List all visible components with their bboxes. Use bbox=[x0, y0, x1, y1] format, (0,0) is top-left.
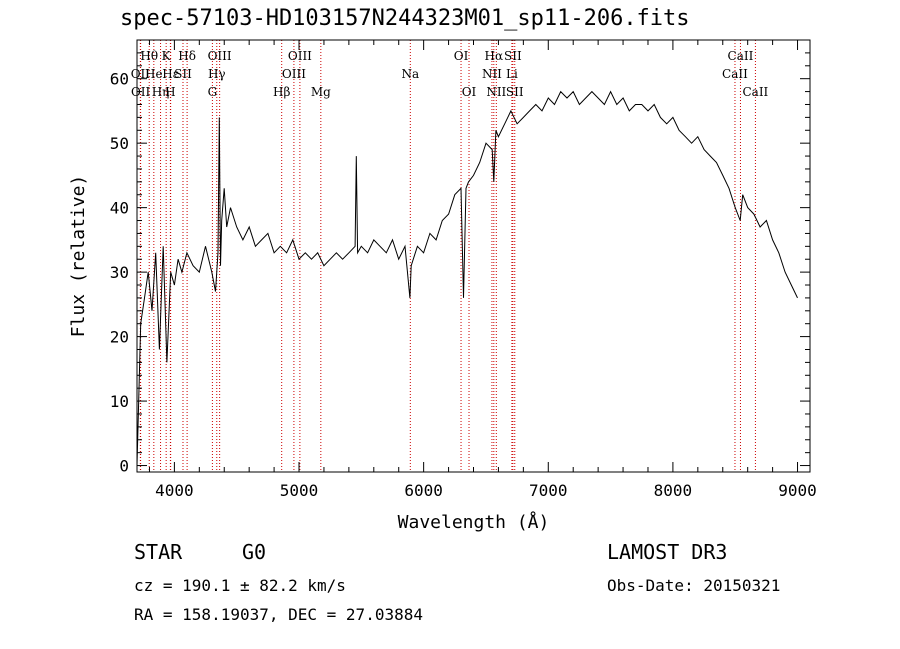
line-label-4: Hη bbox=[152, 85, 170, 99]
y-tick-label-3: 30 bbox=[110, 263, 129, 282]
observation-date: Obs-Date: 20150321 bbox=[607, 576, 781, 595]
line-label-0: Hθ bbox=[140, 49, 158, 63]
x-tick-label-0: 4000 bbox=[155, 481, 194, 500]
y-tick-label-0: 0 bbox=[119, 457, 129, 476]
line-label-6: Hε bbox=[162, 67, 179, 81]
redshift-value: cz = 190.1 ± 82.2 km/s bbox=[134, 576, 346, 595]
line-label-10: OIII bbox=[208, 49, 232, 63]
line-label-24: Li bbox=[506, 67, 518, 81]
line-label-18: OI bbox=[454, 49, 469, 63]
x-axis-ticks: 4000 5000 6000 7000 8000 9000 bbox=[148, 40, 817, 500]
x-tick-label-2: 6000 bbox=[404, 481, 443, 500]
line-label-3: He bbox=[145, 67, 163, 81]
object-subclass: G0 bbox=[242, 540, 267, 564]
coordinates: RA = 158.19037, DEC = 27.03884 bbox=[134, 605, 423, 624]
line-label-20: Hα bbox=[485, 49, 504, 63]
x-tick-label-3: 7000 bbox=[529, 481, 568, 500]
x-tick-label-4: 8000 bbox=[654, 481, 693, 500]
line-label-15: OIII bbox=[282, 67, 306, 81]
line-label-13: Hβ bbox=[273, 85, 290, 99]
line-label-9: Hδ bbox=[178, 49, 196, 63]
y-tick-label-4: 40 bbox=[110, 199, 129, 218]
plot-frame bbox=[136, 39, 811, 473]
line-label-7: H bbox=[165, 85, 175, 99]
line-label-19: OI bbox=[462, 85, 477, 99]
y-tick-label-6: 60 bbox=[110, 70, 129, 89]
x-tick-label-1: 5000 bbox=[280, 481, 319, 500]
line-label-1: OII bbox=[131, 67, 151, 81]
line-label-16: Mg bbox=[311, 85, 331, 99]
x-axis-label: Wavelength (Å) bbox=[398, 511, 550, 533]
y-tick-label-5: 50 bbox=[110, 134, 129, 153]
line-label-11: Hγ bbox=[208, 67, 226, 81]
chart-title: spec-57103-HD103157N244323M01_sp11-206.f… bbox=[120, 6, 690, 31]
y-tick-label-2: 20 bbox=[110, 328, 129, 347]
line-label-25: SII bbox=[506, 85, 524, 99]
y-tick-label-1: 10 bbox=[110, 392, 129, 411]
line-label-17: Na bbox=[401, 67, 419, 81]
survey-name: LAMOST DR3 bbox=[607, 540, 728, 564]
object-class: STAR bbox=[134, 540, 183, 564]
line-label-12: G bbox=[208, 85, 218, 99]
line-label-22: NII bbox=[486, 85, 506, 99]
line-label-5: K bbox=[162, 49, 172, 63]
line-label-14: OIII bbox=[288, 49, 312, 63]
emission-line-markers bbox=[139, 40, 756, 472]
y-axis-label: Flux (relative) bbox=[68, 175, 89, 338]
spectrum-line bbox=[136, 90, 798, 466]
line-label-27: CaII bbox=[722, 67, 748, 81]
line-label-21: NII bbox=[482, 67, 502, 81]
x-tick-label-5: 9000 bbox=[778, 481, 817, 500]
y-axis-ticks: 0 10 20 30 40 50 60 bbox=[110, 52, 810, 476]
line-label-26: CaII bbox=[728, 49, 754, 63]
line-label-28: CaII bbox=[742, 85, 768, 99]
line-label-8: SII bbox=[174, 67, 192, 81]
line-label-23: SII bbox=[504, 49, 522, 63]
